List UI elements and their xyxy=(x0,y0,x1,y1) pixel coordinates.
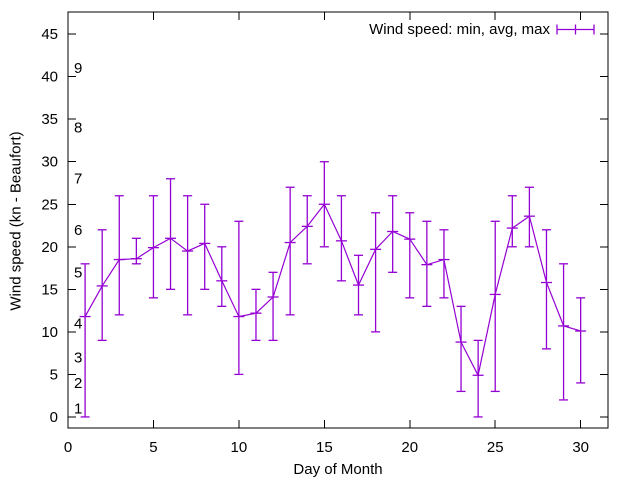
y-tick-label: 5 xyxy=(50,366,58,383)
plot-border xyxy=(67,11,609,429)
x-tick-label: 20 xyxy=(401,439,418,456)
beaufort-label: 6 xyxy=(74,222,82,239)
y-tick-label: 40 xyxy=(41,69,58,86)
beaufort-label: 8 xyxy=(74,120,82,137)
y-tick-label: 30 xyxy=(41,154,58,171)
y-axis-title: Wind speed (kn - Beaufort) xyxy=(7,131,25,311)
y-tick-label: 10 xyxy=(41,324,58,341)
legend-entry: Wind speed: min, avg, max xyxy=(369,21,550,38)
x-axis-title: Day of Month xyxy=(293,461,383,478)
x-tick-label: 5 xyxy=(149,439,157,456)
beaufort-label: 4 xyxy=(74,315,82,332)
y-tick-label: 0 xyxy=(50,409,58,426)
y-tick-label: 45 xyxy=(41,26,58,43)
legend-label: Wind speed: min, avg, max xyxy=(369,21,550,38)
y-tick-label: 25 xyxy=(41,196,58,213)
avg-line xyxy=(84,203,581,378)
x-tick-label: 30 xyxy=(572,439,589,456)
y-tick-label: 35 xyxy=(41,111,58,128)
beaufort-label: 7 xyxy=(74,171,82,188)
x-tick-label: 10 xyxy=(231,439,248,456)
beaufort-label: 9 xyxy=(74,60,82,77)
x-tick-label: 25 xyxy=(487,439,504,456)
beaufort-label: 2 xyxy=(74,375,82,392)
x-tick-label: 15 xyxy=(316,439,333,456)
y-tick-label: 20 xyxy=(41,239,58,256)
beaufort-label: 5 xyxy=(74,264,82,281)
x-tick-label: 0 xyxy=(64,439,72,456)
beaufort-label: 1 xyxy=(74,400,82,417)
y-tick-label: 15 xyxy=(41,281,58,298)
beaufort-label: 3 xyxy=(74,349,82,366)
